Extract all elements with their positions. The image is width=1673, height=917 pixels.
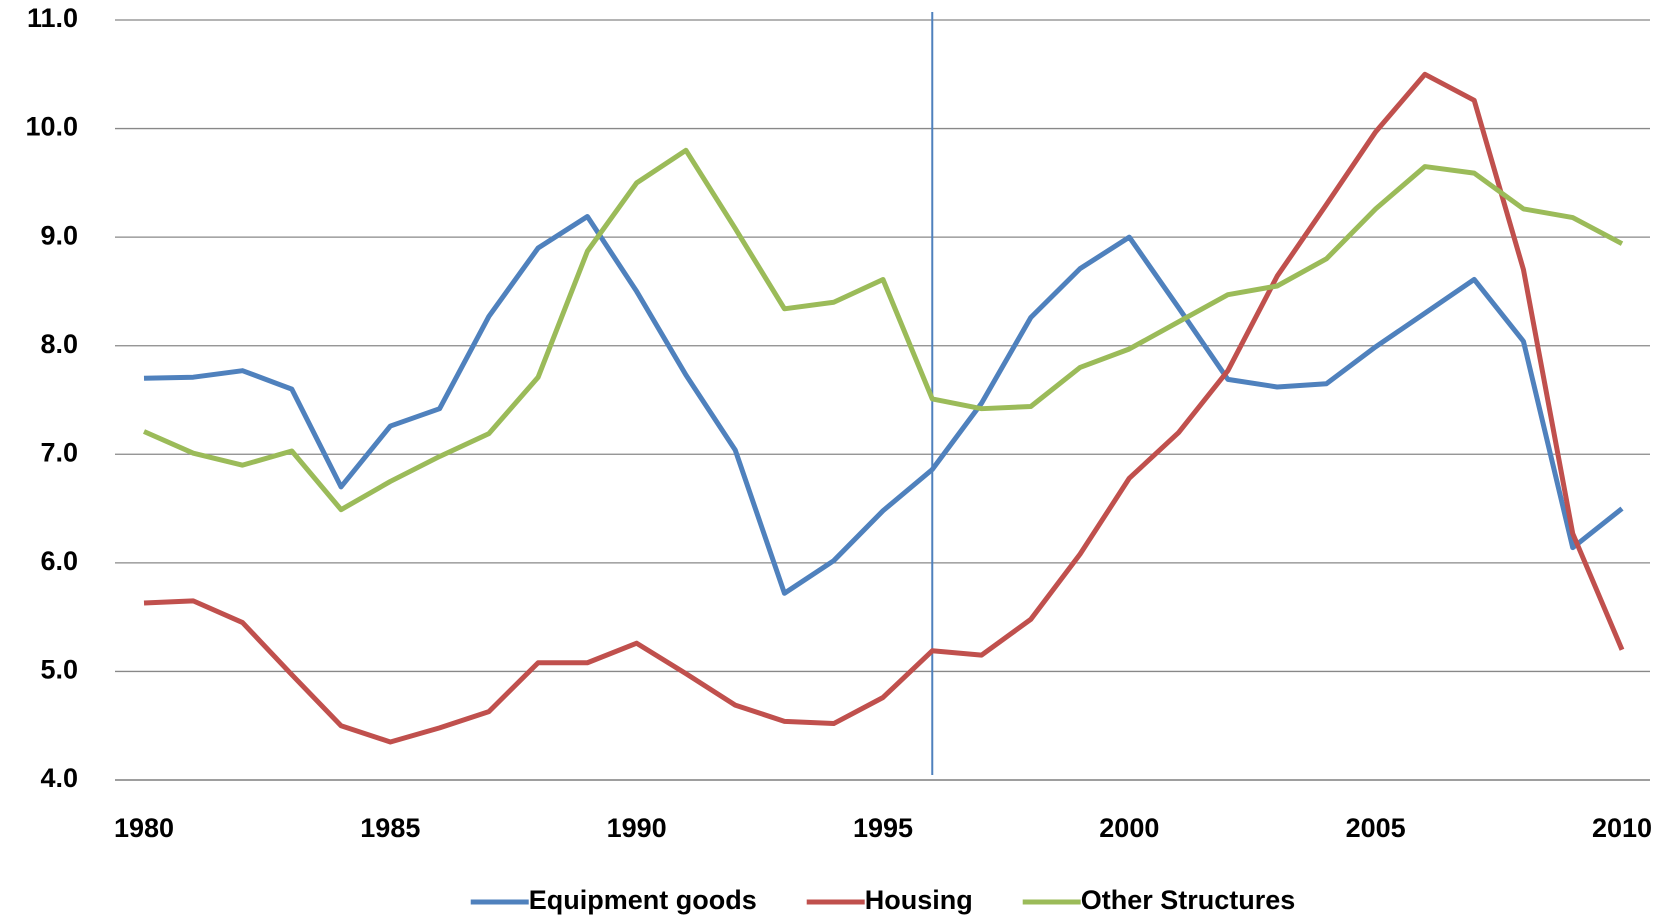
legend-label: Equipment goods	[529, 885, 757, 915]
series-line	[143, 71, 1625, 745]
legend-label: Other Structures	[1081, 885, 1296, 915]
x-tick-label: 1990	[607, 813, 667, 843]
y-tick-label: 8.0	[40, 329, 78, 359]
y-tick-label: 5.0	[40, 655, 78, 685]
series-line	[143, 214, 1624, 596]
x-tick-label: 1995	[853, 813, 913, 843]
x-tick-label: 1985	[360, 813, 420, 843]
x-tick-label: 1980	[114, 813, 174, 843]
series-line	[142, 147, 1624, 513]
y-tick-label: 7.0	[40, 437, 78, 467]
y-tick-label: 11.0	[27, 3, 78, 33]
y-tick-label: 10.0	[25, 112, 78, 142]
x-tick-label: 2010	[1592, 813, 1652, 843]
x-tick-label: 2005	[1346, 813, 1406, 843]
x-tick-label: 2000	[1099, 813, 1159, 843]
legend: Equipment goods Housing Other Structures	[470, 885, 1296, 915]
y-tick-label: 6.0	[40, 546, 78, 576]
legend-label: Housing	[865, 885, 973, 915]
y-tick-label: 4.0	[40, 763, 78, 793]
y-tick-label: 9.0	[40, 220, 78, 250]
